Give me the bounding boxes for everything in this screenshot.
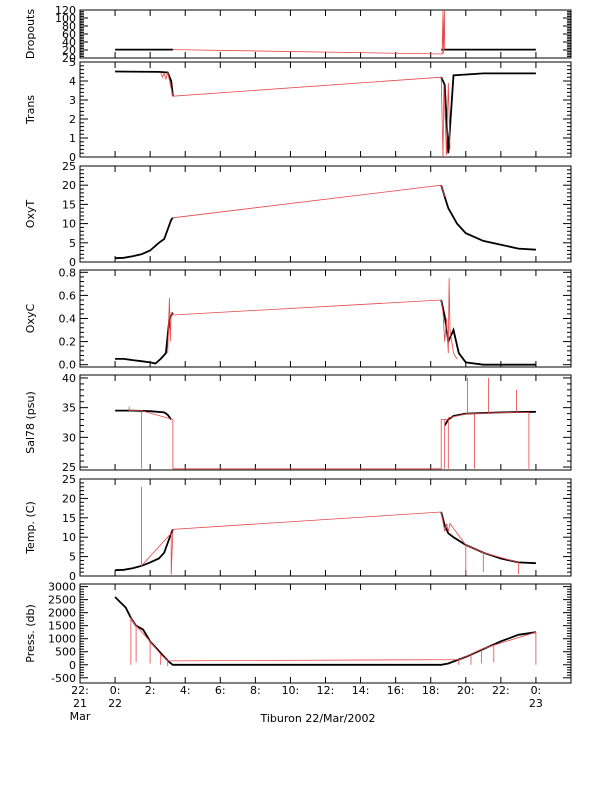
y-tick-label: 0 xyxy=(69,256,76,269)
y-tick-label: 20 xyxy=(62,492,76,505)
x-tick-label: 18: xyxy=(422,684,440,697)
series-line-red xyxy=(172,10,446,55)
series-line-red xyxy=(172,184,446,219)
y-tick-label: 40 xyxy=(62,372,76,385)
x-tick-label: 22: xyxy=(492,684,510,697)
y-tick-label: 2 xyxy=(69,113,76,126)
y-tick-label: 25 xyxy=(62,461,76,474)
y-tick-label: 20 xyxy=(62,52,76,65)
x-tick-label: 20: xyxy=(457,684,475,697)
y-tick-label: 20 xyxy=(62,179,76,192)
series-line-black xyxy=(115,184,536,260)
x-tick-label: 22: xyxy=(71,684,89,697)
y-tick-label: 35 xyxy=(62,402,76,415)
y-axis-label: Press. (db) xyxy=(24,604,37,663)
x-tick-label: 16: xyxy=(387,684,405,697)
x-tick-label: 2: xyxy=(145,684,156,697)
y-tick-label: 25 xyxy=(62,160,76,173)
y-tick-label: 80 xyxy=(62,20,76,33)
panel-frame xyxy=(79,269,572,368)
y-tick-label: 100 xyxy=(55,12,76,25)
y-tick-label: 1500 xyxy=(48,620,76,633)
y-axis-label: Sal78 (psu) xyxy=(24,391,37,454)
y-tick-label: 15 xyxy=(62,198,76,211)
x-tick-label: 0: xyxy=(110,684,121,697)
y-tick-label: 0.8 xyxy=(59,266,77,279)
x-tick-label: Mar xyxy=(70,710,91,723)
y-tick-label: 0.4 xyxy=(59,313,77,326)
y-tick-label: 5 xyxy=(69,56,76,69)
series-line-red xyxy=(130,616,537,667)
y-tick-label: 2500 xyxy=(48,594,76,607)
y-tick-label: 1 xyxy=(69,132,76,145)
y-axis-label: Dropouts xyxy=(24,9,37,59)
series-line-red xyxy=(167,278,458,360)
series-line-black xyxy=(114,596,537,666)
x-tick-label: 6: xyxy=(215,684,226,697)
y-tick-label: 15 xyxy=(62,512,76,525)
y-tick-label: 120 xyxy=(55,4,76,17)
series-line-red xyxy=(128,378,530,470)
y-tick-label: 0.6 xyxy=(59,289,77,302)
series-line-red xyxy=(160,72,451,158)
y-tick-label: 10 xyxy=(62,531,76,544)
y-axis-label: Trans xyxy=(24,95,37,125)
y-tick-label: 1000 xyxy=(48,633,76,646)
x-tick-label: 14: xyxy=(352,684,370,697)
y-tick-label: 30 xyxy=(62,431,76,444)
x-tick-label: 23 xyxy=(529,697,543,710)
y-tick-label: 3 xyxy=(69,94,76,107)
x-axis-label: Tiburon 22/Mar/2002 xyxy=(259,712,375,725)
series-line-red xyxy=(141,486,519,576)
x-tick-label: 4: xyxy=(180,684,191,697)
y-axis-label: Temp. (C) xyxy=(24,501,37,555)
y-tick-label: 0 xyxy=(69,570,76,583)
panel-frame xyxy=(79,61,572,158)
y-tick-label: 60 xyxy=(62,28,76,41)
y-tick-label: 0 xyxy=(69,151,76,164)
x-tick-label: 12: xyxy=(317,684,335,697)
y-tick-label: 20 xyxy=(62,44,76,57)
series-line-black xyxy=(115,511,536,572)
series-line-black xyxy=(115,299,536,366)
y-tick-label: 5 xyxy=(69,237,76,250)
x-tick-label: 8: xyxy=(250,684,261,697)
y-tick-label: 0 xyxy=(69,659,76,672)
panel-frame xyxy=(79,9,572,59)
panel-frame xyxy=(79,583,572,684)
y-axis-label: OxyT xyxy=(24,200,37,229)
panel-frame xyxy=(79,374,572,471)
y-tick-label: 10 xyxy=(62,218,76,231)
y-axis-label: OxyC xyxy=(24,304,37,334)
y-tick-label: 0.0 xyxy=(59,359,77,372)
series-line-black xyxy=(115,70,536,154)
x-tick-label: 21 xyxy=(73,697,87,710)
y-tick-label: 3000 xyxy=(48,581,76,594)
y-tick-label: 2000 xyxy=(48,607,76,620)
x-tick-label: 22 xyxy=(108,697,122,710)
y-tick-label: 40 xyxy=(62,36,76,49)
y-tick-label: 4 xyxy=(69,75,76,88)
y-tick-label: 25 xyxy=(62,473,76,486)
series-line-black xyxy=(115,409,536,426)
x-tick-label: 0: xyxy=(531,684,542,697)
y-tick-label: 5 xyxy=(69,551,76,564)
x-tick-label: 10: xyxy=(282,684,300,697)
y-tick-label: 0.2 xyxy=(59,336,77,349)
y-tick-label: 500 xyxy=(55,646,76,659)
y-tick-label: -500 xyxy=(51,672,76,685)
